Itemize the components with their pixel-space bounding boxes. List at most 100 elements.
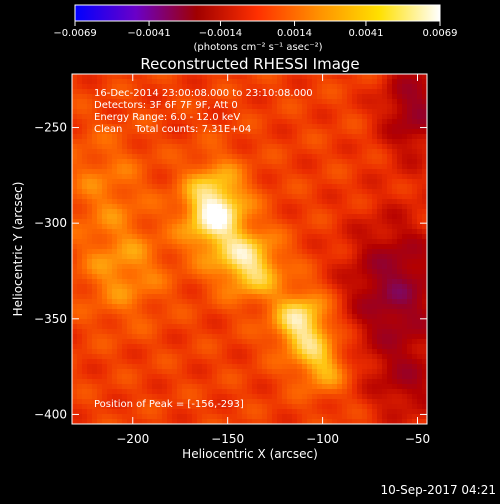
heatmap-cell bbox=[347, 219, 353, 225]
heatmap-cell bbox=[417, 169, 423, 175]
heatmap-cell bbox=[92, 364, 98, 370]
heatmap-cell bbox=[282, 99, 288, 105]
heatmap-cell bbox=[267, 329, 273, 335]
heatmap-cell bbox=[362, 384, 368, 390]
heatmap-cell bbox=[407, 254, 413, 260]
heatmap-cell bbox=[242, 224, 248, 230]
heatmap-cell bbox=[252, 414, 258, 420]
heatmap-cell bbox=[242, 164, 248, 170]
heatmap-cell bbox=[262, 259, 268, 265]
heatmap-cell bbox=[182, 364, 188, 370]
heatmap-cell bbox=[137, 154, 143, 160]
heatmap-cell bbox=[312, 179, 318, 185]
heatmap-cell bbox=[247, 314, 253, 320]
heatmap-cell bbox=[207, 304, 213, 310]
heatmap-cell bbox=[302, 329, 308, 335]
heatmap-cell bbox=[122, 229, 128, 235]
heatmap-cell bbox=[357, 379, 363, 385]
heatmap-cell bbox=[397, 364, 403, 370]
heatmap-cell bbox=[132, 389, 138, 395]
heatmap-cell bbox=[347, 134, 353, 140]
heatmap-cell bbox=[297, 114, 303, 120]
heatmap-cell bbox=[137, 299, 143, 305]
heatmap-cell bbox=[92, 339, 98, 345]
heatmap-cell bbox=[102, 344, 108, 350]
heatmap-cell bbox=[302, 129, 308, 135]
heatmap-cell bbox=[317, 269, 323, 275]
heatmap-cell bbox=[317, 399, 323, 405]
heatmap-cell bbox=[222, 169, 228, 175]
heatmap-cell bbox=[132, 194, 138, 200]
heatmap-cell bbox=[347, 309, 353, 315]
heatmap-cell bbox=[142, 139, 148, 145]
heatmap-cell bbox=[292, 99, 298, 105]
heatmap-cell bbox=[402, 374, 408, 380]
heatmap-cell bbox=[357, 259, 363, 265]
heatmap-cell bbox=[277, 194, 283, 200]
heatmap-cell bbox=[377, 204, 383, 210]
heatmap-cell bbox=[317, 79, 323, 85]
heatmap-cell bbox=[87, 369, 93, 375]
heatmap-cell bbox=[257, 224, 263, 230]
heatmap-cell bbox=[362, 109, 368, 115]
heatmap-cell bbox=[337, 209, 343, 215]
heatmap-cell bbox=[227, 189, 233, 195]
heatmap-cell bbox=[257, 374, 263, 380]
heatmap-cell bbox=[277, 339, 283, 345]
heatmap-cell bbox=[377, 234, 383, 240]
heatmap-cell bbox=[407, 374, 413, 380]
heatmap-cell bbox=[332, 84, 338, 90]
heatmap-cell bbox=[317, 264, 323, 270]
heatmap-cell bbox=[107, 294, 113, 300]
heatmap-cell bbox=[102, 284, 108, 290]
heatmap-cell bbox=[202, 364, 208, 370]
heatmap-cell bbox=[382, 289, 388, 295]
heatmap-cell bbox=[262, 204, 268, 210]
heatmap-cell bbox=[252, 164, 258, 170]
heatmap-cell bbox=[112, 209, 118, 215]
heatmap-cell bbox=[282, 234, 288, 240]
heatmap-cell bbox=[322, 224, 328, 230]
heatmap-cell bbox=[327, 319, 333, 325]
heatmap-cell bbox=[167, 304, 173, 310]
heatmap-cell bbox=[317, 274, 323, 280]
heatmap-cell bbox=[302, 224, 308, 230]
heatmap-cell bbox=[127, 74, 133, 80]
heatmap-cell bbox=[372, 144, 378, 150]
heatmap-cell bbox=[192, 74, 198, 80]
heatmap-cell bbox=[177, 169, 183, 175]
heatmap-cell bbox=[397, 74, 403, 80]
heatmap-cell bbox=[307, 379, 313, 385]
heatmap-cell bbox=[387, 309, 393, 315]
heatmap-cell bbox=[82, 74, 88, 80]
heatmap-cell bbox=[407, 104, 413, 110]
heatmap-cell bbox=[267, 399, 273, 405]
heatmap-cell bbox=[337, 129, 343, 135]
heatmap-cell bbox=[362, 369, 368, 375]
heatmap-cell bbox=[412, 269, 418, 275]
heatmap-cell bbox=[327, 364, 333, 370]
heatmap-cell bbox=[237, 304, 243, 310]
heatmap-cell bbox=[137, 219, 143, 225]
heatmap-cell bbox=[292, 229, 298, 235]
heatmap-cell bbox=[147, 74, 153, 80]
heatmap-cell bbox=[97, 174, 103, 180]
heatmap-cell bbox=[292, 374, 298, 380]
heatmap-cell bbox=[332, 219, 338, 225]
heatmap-cell bbox=[382, 334, 388, 340]
heatmap-cell bbox=[357, 194, 363, 200]
heatmap-cell bbox=[232, 299, 238, 305]
heatmap-cell bbox=[167, 374, 173, 380]
heatmap-cell bbox=[377, 289, 383, 295]
heatmap-cell bbox=[307, 189, 313, 195]
heatmap-cell bbox=[132, 244, 138, 250]
heatmap-cell bbox=[147, 174, 153, 180]
heatmap-cell bbox=[387, 374, 393, 380]
heatmap-cell bbox=[137, 259, 143, 265]
heatmap-cell bbox=[142, 159, 148, 165]
heatmap-cell bbox=[317, 84, 323, 90]
heatmap-cell bbox=[392, 264, 398, 270]
heatmap-cell bbox=[287, 369, 293, 375]
heatmap-cell bbox=[327, 254, 333, 260]
heatmap-cell bbox=[417, 359, 423, 365]
